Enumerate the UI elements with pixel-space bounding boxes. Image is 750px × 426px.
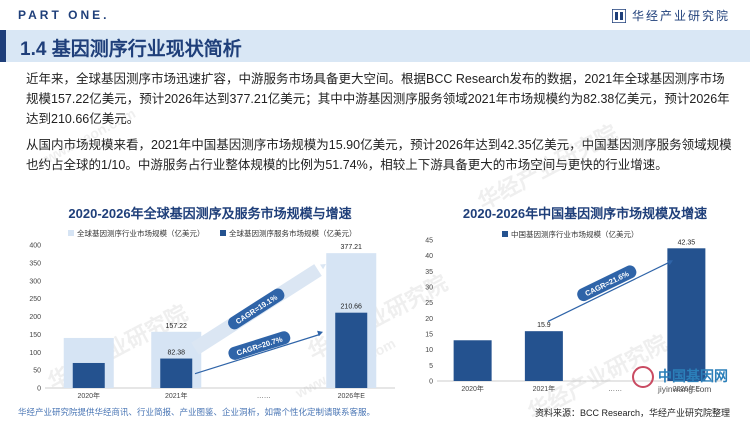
cagr-label: CAGR=19.1%	[234, 293, 279, 326]
bar-global-service	[72, 362, 105, 388]
partner-logo-url: jiyinwang.com	[658, 384, 712, 394]
y-tick-label: 25	[425, 300, 433, 307]
top-bar: PART ONE. 华经产业研究院	[0, 0, 750, 30]
legend-swatch	[220, 230, 226, 236]
x-tick-label: 2020年	[461, 384, 484, 393]
y-tick-label: 350	[29, 260, 41, 267]
y-tick-label: 150	[29, 332, 41, 339]
part-label: PART ONE.	[18, 8, 110, 22]
partner-logo-name: 中国基因网	[658, 368, 728, 384]
bar-china-market	[667, 248, 706, 381]
legend-label: 全球基因测序行业市场规模（亿美元）	[77, 228, 205, 238]
paragraph-china: 从国内市场规模来看，2021年中国基因测序市场规模为15.90亿美元，预计202…	[26, 138, 732, 172]
section-title: 1.4 基因测序行业现状简析	[20, 39, 242, 60]
cagr-badge	[228, 331, 291, 360]
footer-note: 华经产业研究院提供华经商讯、行业简报、产业图鉴、企业洞析，如需个性化定制请联系客…	[18, 407, 376, 417]
x-tick-label: 2020年	[77, 391, 100, 400]
legend-swatch	[502, 231, 508, 237]
y-tick-label: 10	[425, 347, 433, 354]
paragraph-global: 近年来，全球基因测序市场迅速扩容，中游服务市场具备更大空间。根据BCC Rese…	[26, 72, 730, 126]
x-tick-label: 2021年	[533, 384, 556, 393]
y-tick-label: 15	[425, 332, 433, 339]
data-label: 157.22	[166, 323, 188, 330]
data-label: 42.35	[678, 239, 696, 246]
cagr-arrowhead	[667, 260, 673, 266]
bar-china-market	[524, 331, 563, 381]
cagr-line-service	[194, 333, 321, 375]
y-tick-label: 45	[425, 238, 433, 245]
y-tick-label: 0	[37, 386, 41, 393]
y-tick-label: 300	[29, 278, 41, 285]
footer-source: 资料来源：BCC Research，华经产业研究院整理	[534, 408, 730, 418]
cagr-badge	[228, 288, 285, 330]
y-tick-label: 400	[29, 243, 41, 250]
y-tick-label: 100	[29, 350, 41, 357]
legend-label: 中国基因测序行业市场规模（亿美元）	[511, 229, 639, 239]
y-tick-label: 20	[425, 316, 433, 323]
legend-label: 全球基因测序服务市场规模（亿美元）	[229, 228, 357, 238]
y-tick-label: 200	[29, 314, 41, 321]
cagr-arrowhead	[320, 264, 326, 270]
x-tick-label: 2026年E	[338, 391, 366, 400]
bar-global-service	[160, 358, 193, 388]
bar-global-service	[335, 312, 368, 388]
y-tick-label: 35	[425, 269, 433, 276]
x-tick-label: 2021年	[165, 391, 188, 400]
data-label: 210.66	[341, 304, 363, 311]
x-tick-label: ……	[608, 386, 622, 393]
y-tick-label: 30	[425, 285, 433, 292]
x-tick-label: ……	[257, 393, 271, 400]
cagr-badge	[577, 265, 637, 302]
data-label: 82.38	[167, 350, 185, 357]
brand-name: 华经产业研究院	[631, 9, 730, 23]
data-label: 15.9	[537, 322, 551, 329]
brand-logo-icon	[611, 8, 626, 23]
cagr-label: CAGR=21.6%	[584, 269, 631, 298]
cagr-line-china	[547, 261, 671, 323]
data-label: 377.21	[341, 244, 363, 251]
cagr-arrowhead	[317, 330, 323, 337]
y-tick-label: 50	[33, 368, 41, 375]
x-tick-label: 2026年E	[673, 384, 701, 393]
bar-china-market	[453, 340, 492, 381]
y-tick-label: 40	[425, 253, 433, 260]
legend-swatch	[68, 230, 74, 236]
y-tick-label: 5	[429, 363, 433, 370]
partner-logo-icon	[632, 366, 654, 388]
chart-title-china: 2020-2026年中国基因测序市场规模及增速	[462, 206, 708, 221]
chart-title-global: 2020-2026年全球基因测序及服务市场规模与增速	[68, 206, 352, 221]
y-tick-label: 0	[429, 379, 433, 386]
y-tick-label: 250	[29, 296, 41, 303]
brand: 华经产业研究院	[611, 7, 730, 24]
section-title-band: 1.4 基因测序行业现状简析	[0, 30, 750, 62]
